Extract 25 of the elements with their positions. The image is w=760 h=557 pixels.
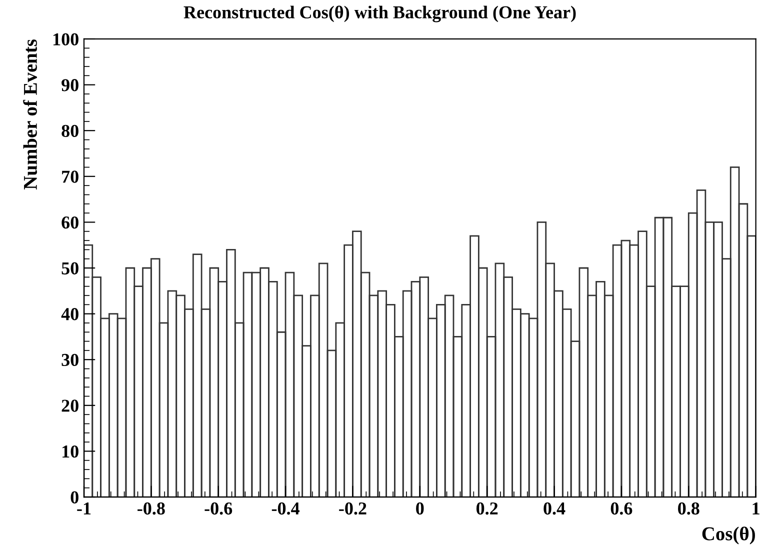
y-tick-label: 10: [62, 445, 78, 458]
y-tick-label: 0: [70, 491, 78, 504]
y-tick-label: 70: [62, 170, 78, 183]
y-axis-title: Number of Events: [23, 39, 38, 190]
x-tick-label: 0.8: [678, 502, 700, 515]
x-tick-label: 0.6: [610, 502, 632, 515]
y-tick-label: 20: [62, 400, 78, 412]
y-tick-label: 30: [62, 354, 78, 366]
x-tick-label: 1: [752, 502, 760, 514]
x-tick-label: -0.8: [138, 502, 165, 515]
x-tick-label: 0.2: [476, 502, 498, 515]
x-tick-label: -0.6: [204, 502, 232, 515]
y-tick-label: 50: [62, 262, 78, 274]
x-axis-title: Cos(θ): [702, 526, 755, 544]
y-tick-label: 40: [61, 308, 78, 320]
x-tick-label: -0.4: [272, 502, 300, 515]
y-tick-label: 90: [62, 79, 78, 92]
y-tick-label: 60: [62, 216, 78, 229]
x-tick-label: 0.4: [544, 502, 566, 515]
chart-title: Reconstructed Cos(θ) with Background (One Year): [184, 6, 576, 22]
x-tick-label: -1: [77, 502, 91, 514]
x-tick-label: -0.2: [339, 502, 366, 515]
y-tick-label: 100: [53, 33, 78, 46]
x-tick-label: 0: [416, 502, 424, 515]
y-tick-label: 80: [62, 124, 78, 138]
